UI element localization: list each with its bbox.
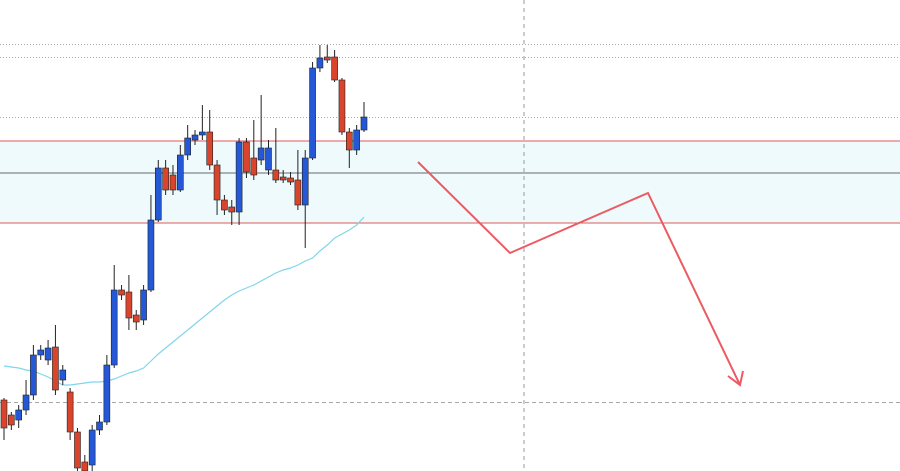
candle-body bbox=[147, 219, 155, 291]
moving-average bbox=[3, 216, 365, 386]
candle-body bbox=[66, 391, 74, 433]
candles-layer bbox=[0, 45, 368, 471]
candle-body bbox=[15, 409, 22, 421]
candle-body bbox=[272, 169, 280, 181]
candle-body bbox=[74, 431, 81, 469]
candle-body bbox=[353, 129, 360, 151]
background-layer bbox=[0, 44, 900, 403]
candle-body bbox=[213, 164, 221, 201]
candle-body bbox=[162, 167, 169, 191]
candle-body bbox=[30, 354, 37, 396]
arrow-head bbox=[727, 370, 744, 387]
candle-body bbox=[184, 137, 191, 156]
candle-body bbox=[294, 179, 302, 206]
candle-body bbox=[279, 176, 287, 181]
candle-body bbox=[140, 289, 147, 321]
candle-body bbox=[88, 429, 96, 466]
candle-body bbox=[221, 199, 228, 211]
candle-body bbox=[309, 67, 316, 159]
candle-body bbox=[346, 131, 353, 151]
candle-body bbox=[118, 289, 125, 296]
candle-body bbox=[257, 147, 265, 161]
candle-body bbox=[81, 461, 89, 471]
candle-body bbox=[96, 421, 103, 431]
candle-body bbox=[37, 349, 45, 356]
projection-arrow bbox=[417, 161, 741, 386]
candle-body bbox=[125, 291, 133, 319]
candle-body bbox=[44, 347, 52, 361]
candle-body bbox=[8, 414, 15, 426]
candle-body bbox=[228, 206, 236, 213]
candle-body bbox=[103, 364, 111, 423]
candle-body bbox=[0, 399, 8, 429]
candle-body bbox=[287, 177, 294, 183]
candle-body bbox=[250, 157, 258, 176]
candle-body bbox=[243, 141, 250, 173]
candle-body bbox=[177, 154, 184, 191]
candle-body bbox=[331, 56, 338, 81]
candle-body bbox=[301, 157, 309, 206]
candle-body bbox=[59, 369, 67, 381]
candle-body bbox=[235, 141, 243, 213]
candle-body bbox=[199, 131, 206, 136]
candle-body bbox=[132, 314, 140, 323]
candle-body bbox=[110, 289, 118, 366]
candle-body bbox=[154, 167, 162, 221]
candle-body bbox=[169, 174, 177, 191]
candle-body bbox=[316, 57, 324, 69]
candle-body bbox=[191, 134, 199, 141]
candle-body bbox=[52, 346, 59, 391]
candle-body bbox=[265, 147, 272, 171]
candle-body bbox=[206, 131, 214, 166]
candle-body bbox=[338, 79, 346, 133]
candle-body bbox=[360, 116, 368, 131]
candle-body bbox=[22, 394, 30, 411]
candle-body bbox=[323, 56, 331, 61]
zone-fill bbox=[0, 141, 900, 223]
